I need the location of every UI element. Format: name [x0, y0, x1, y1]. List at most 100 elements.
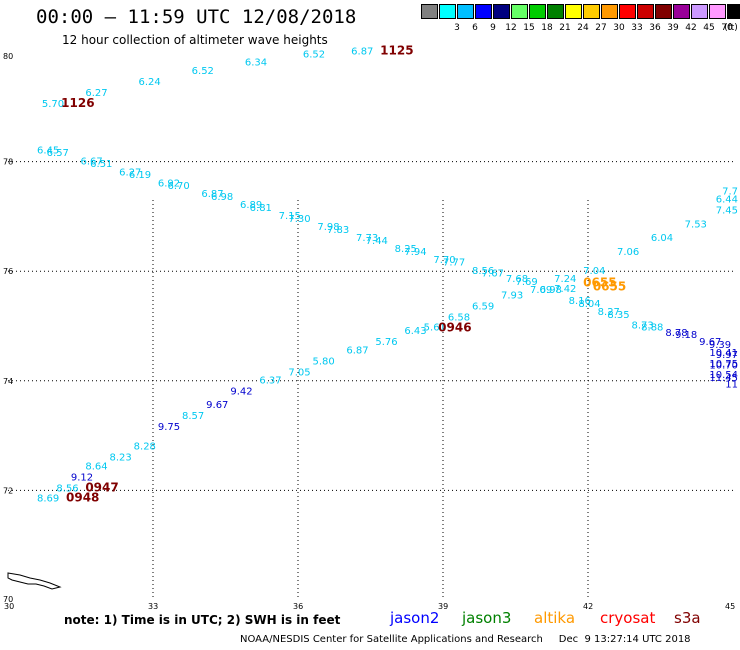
swh-value: 7.70 — [433, 255, 455, 266]
swh-value: 8.56 — [472, 266, 494, 277]
swh-value: 10.70 — [709, 361, 738, 372]
swh-value: 7.42 — [554, 284, 576, 295]
swh-value: 6.27 — [119, 167, 141, 178]
swh-value: 8.04 — [578, 299, 600, 310]
swh-value: 6.57 — [47, 148, 69, 159]
swh-value: 11.45 — [709, 373, 738, 384]
swh-value: 10.54 — [709, 370, 738, 381]
swh-value: 7.73 — [356, 233, 378, 244]
legend-swatch — [457, 4, 474, 19]
pass-time: 0655 — [583, 276, 616, 290]
swh-value: 6.98 — [540, 285, 562, 296]
legend-label: 33 — [631, 23, 643, 33]
swh-value: 6.37 — [259, 376, 281, 387]
lon-label: 33 — [148, 602, 158, 611]
swh-value: 9.97 — [716, 350, 738, 361]
swh-value: 11 — [725, 379, 738, 390]
swh-value: 9.12 — [71, 473, 93, 484]
swh-value: 9.75 — [158, 422, 180, 433]
legend-label: 24 — [577, 23, 589, 33]
swh-value: 9.42 — [230, 387, 252, 398]
swh-value: 6.70 — [168, 181, 190, 192]
swh-value: 9.67 — [206, 400, 228, 411]
swh-value: 7.98 — [317, 222, 339, 233]
swh-value: 7.06 — [617, 247, 639, 258]
swh-value: 7.15 — [279, 211, 301, 222]
satellite-name: s3a — [674, 609, 701, 627]
swh-value: 9.18 — [675, 330, 697, 341]
page-title: 00:00 – 11:59 UTC 12/08/2018 — [36, 6, 357, 28]
lon-label: 30 — [4, 602, 14, 611]
legend-swatch — [619, 4, 636, 19]
lat-label: 80 — [3, 52, 13, 61]
satellite-name: altika — [534, 609, 576, 627]
swh-value: 8.23 — [110, 452, 132, 463]
legend-label: 30 — [613, 23, 625, 33]
swh-value: 8.25 — [395, 244, 417, 255]
swh-value: 7.94 — [404, 247, 426, 258]
legend-swatch — [709, 4, 726, 19]
satellite-name: cryosat — [600, 609, 656, 627]
legend-label: 18 — [541, 23, 553, 33]
swh-value: 6.24 — [139, 77, 161, 88]
legend-swatch — [421, 4, 438, 19]
pass-time: 1125 — [380, 44, 413, 58]
legend-label: 21 — [559, 23, 571, 33]
legend-label: 70 — [721, 23, 733, 33]
legend-label: 15 — [523, 23, 535, 33]
legend-swatch — [529, 4, 546, 19]
lat-label: 72 — [3, 486, 13, 495]
swh-value: 7.53 — [685, 219, 707, 230]
lat-label: 78 — [3, 158, 13, 167]
legend-swatch — [673, 4, 690, 19]
swh-value: 6.58 — [448, 313, 470, 324]
coastline-path — [7, 572, 62, 590]
swh-value: 8.88 — [641, 322, 663, 333]
swh-value: 6.44 — [716, 195, 738, 206]
legend-label: 45 — [703, 23, 715, 33]
swh-value: 8.56 — [56, 483, 78, 494]
swh-value: 7.04 — [583, 266, 605, 277]
swh-value: 6.59 — [472, 302, 494, 313]
swh-value: 6.19 — [129, 170, 151, 181]
pass-time: 0946 — [438, 320, 471, 334]
map-grid — [8, 161, 733, 600]
swh-value: 7.09 — [530, 285, 552, 296]
lon-label: 42 — [583, 602, 593, 611]
legend-swatch — [547, 4, 564, 19]
swh-value: 6.67 — [81, 156, 103, 167]
pass-time: 0947 — [85, 480, 118, 494]
swh-value: 5.70 — [42, 99, 64, 110]
lat-label: 76 — [3, 267, 13, 276]
swh-value: 6.81 — [250, 203, 272, 214]
legend-swatch — [655, 4, 672, 19]
swh-value: 6.45 — [37, 145, 59, 156]
swh-value: 6.34 — [245, 58, 267, 69]
swh-value: 9.67 — [699, 337, 721, 348]
swh-value: 10.41 — [709, 348, 738, 359]
swh-value: 8.16 — [569, 296, 591, 307]
swh-value: 5.76 — [375, 337, 397, 348]
swh-value: 8.27 — [598, 307, 620, 318]
legend-label: 39 — [667, 23, 679, 33]
swh-value: 6.87 — [351, 47, 373, 58]
lat-label: 74 — [3, 377, 13, 386]
swh-value: 7.93 — [501, 291, 523, 302]
swh-value: 7.68 — [506, 274, 528, 285]
satellite-name: jason2 — [390, 609, 440, 627]
swh-value: 8.69 — [37, 493, 59, 504]
swh-value: 6.89 — [240, 200, 262, 211]
legend-label: 36 — [649, 23, 661, 33]
legend-swatch — [637, 4, 654, 19]
lon-label: 39 — [438, 602, 448, 611]
legend-label: 6 — [472, 23, 478, 33]
swh-value: 10.75 — [709, 359, 738, 370]
swh-value: 7.44 — [366, 236, 388, 247]
legend-label: 3 — [454, 23, 460, 33]
swh-value: 6.52 — [192, 66, 214, 77]
swh-labels: 5.70 6.27 6.24 6.52 6.34 6.52 6.87 6.456.57 6.67… — [37, 44, 738, 505]
pass-time: 0655 — [593, 279, 626, 293]
swh-value: 6.43 — [404, 326, 426, 337]
swh-value: 8.28 — [134, 441, 156, 452]
